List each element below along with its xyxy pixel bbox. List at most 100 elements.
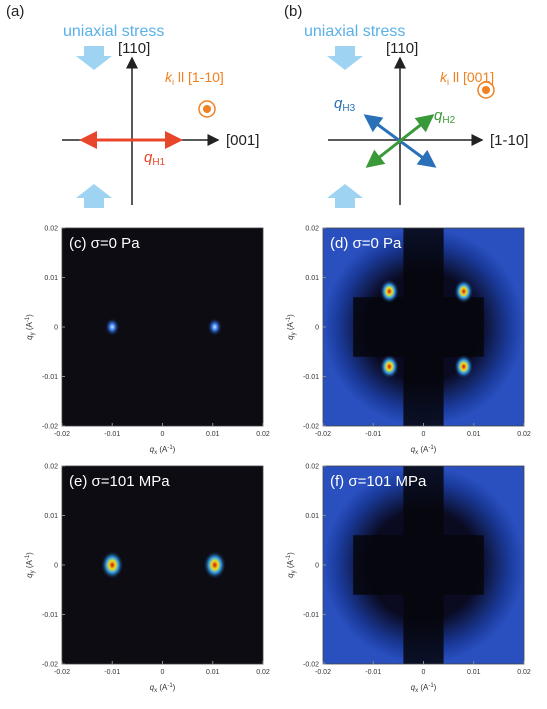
x-tick-label: -0.01 <box>104 431 120 438</box>
y-tick-label: 0.02 <box>44 226 58 233</box>
x-tick-label: 0.02 <box>256 669 270 676</box>
x-tick-label: -0.01 <box>365 669 381 676</box>
panel-label: (a) <box>6 3 24 20</box>
y-tick-label: -0.02 <box>303 424 319 431</box>
out-of-plane-symbol <box>203 105 211 113</box>
y-tick-label: -0.01 <box>42 612 58 619</box>
x-tick-label: -0.02 <box>315 669 331 676</box>
y-tick-label: 0 <box>54 325 58 332</box>
y-axis-label: qy (A-1) <box>286 552 297 578</box>
y-tick-label: 0.02 <box>305 226 319 233</box>
stress-arrow <box>76 46 112 70</box>
axis-label: [001] <box>226 132 259 149</box>
map-label: (d) σ=0 Pa <box>330 235 402 252</box>
x-axis-label: qx (A-1) <box>150 683 176 694</box>
y-tick-label: -0.01 <box>42 374 58 381</box>
intensity-map: (d) σ=0 Pa -0.02 -0.01 0 0.01 0.02 0.02 0.01 0 -0… <box>286 226 531 457</box>
axis-label: [110] <box>386 40 418 57</box>
k-label: ki ll [001] <box>440 69 494 87</box>
y-tick-label: 0.02 <box>305 464 319 471</box>
x-tick-label: -0.01 <box>365 431 381 438</box>
unit-close: ) <box>25 314 34 317</box>
unit-close: ) <box>173 445 176 454</box>
y-tick-label: -0.02 <box>42 424 58 431</box>
q-label: qH3 <box>334 95 356 114</box>
y-tick-label: 0.01 <box>44 513 58 520</box>
x-tick-label: 0.01 <box>467 669 481 676</box>
unit-close: ) <box>173 683 176 692</box>
y-tick-label: 0 <box>315 325 319 332</box>
k-label: ki ll [1-10] <box>165 69 224 87</box>
q-sub: H1 <box>152 157 165 168</box>
diagram-b: (b) uniaxial stress [110] [1-10] qH3 qH2… <box>284 3 528 208</box>
y-tick-label: 0.02 <box>44 464 58 471</box>
map-label: (e) σ=101 MPa <box>69 473 170 490</box>
x-tick-label: 0.01 <box>206 431 220 438</box>
stress-arrow <box>327 46 363 70</box>
x-axis-label: qx (A-1) <box>411 445 437 456</box>
unit-close: ) <box>434 445 437 454</box>
y-tick-label: -0.02 <box>303 662 319 669</box>
intensity-map: (c) σ=0 Pa -0.02 -0.01 0 0.01 0.02 0.02 0.01 0 -0… <box>25 226 270 457</box>
figure: (a) uniaxial stress [110] [001] qH1 ki l… <box>0 0 547 704</box>
intensity-spot <box>204 551 226 579</box>
x-tick-label: 0.01 <box>467 431 481 438</box>
x-tick-label: 0.02 <box>517 669 531 676</box>
unit-close: ) <box>286 314 295 317</box>
axis-label: [1-10] <box>490 132 528 149</box>
stress-arrow <box>327 184 363 208</box>
intensity-map: (f) σ=101 MPa -0.02 -0.01 0 0.01 0.02 0.02 0.01… <box>286 464 531 695</box>
intensity-spot <box>208 318 222 336</box>
x-tick-label: 0 <box>161 431 165 438</box>
q-sub: H2 <box>442 115 455 126</box>
x-tick-label: -0.01 <box>104 669 120 676</box>
unit-close: ) <box>286 552 295 555</box>
y-tick-label: 0.01 <box>305 275 319 282</box>
stress-label: uniaxial stress <box>63 23 164 40</box>
y-tick-label: 0 <box>54 563 58 570</box>
map-background <box>62 466 263 664</box>
intensity-spot <box>105 318 119 336</box>
y-tick-label: -0.02 <box>42 662 58 669</box>
y-axis-label: qy (A-1) <box>286 314 297 340</box>
intensity-spot <box>101 551 123 579</box>
x-tick-label: -0.02 <box>315 431 331 438</box>
intensity-spot <box>454 279 473 303</box>
y-tick-label: 0.01 <box>305 513 319 520</box>
k-dir: ll [1-10] <box>174 69 224 85</box>
x-tick-label: 0.01 <box>206 669 220 676</box>
unit-close: ) <box>434 683 437 692</box>
q-label: qH1 <box>144 149 166 168</box>
axis-label: [110] <box>118 40 150 57</box>
x-tick-label: 0.02 <box>256 431 270 438</box>
y-axis-label: qy (A-1) <box>25 552 36 578</box>
y-tick-label: -0.01 <box>303 374 319 381</box>
y-axis-label: qy (A-1) <box>25 314 36 340</box>
x-axis-label: qx (A-1) <box>411 683 437 694</box>
intensity-spot <box>380 279 399 303</box>
intensity-map: (e) σ=101 MPa -0.02 -0.01 0 0.01 0.02 0.02 0.01… <box>25 464 270 695</box>
unit-close: ) <box>25 552 34 555</box>
intensity-spot <box>380 355 399 379</box>
q-label: qH2 <box>434 107 456 126</box>
x-tick-label: -0.02 <box>54 669 70 676</box>
y-tick-label: -0.01 <box>303 612 319 619</box>
x-tick-label: 0.02 <box>517 431 531 438</box>
y-tick-label: 0.01 <box>44 275 58 282</box>
x-axis-label: qx (A-1) <box>150 445 176 456</box>
y-tick-label: 0 <box>315 563 319 570</box>
x-tick-label: 0 <box>422 431 426 438</box>
stress-label: uniaxial stress <box>304 23 405 40</box>
x-tick-label: 0 <box>161 669 165 676</box>
panel-label: (b) <box>284 3 302 20</box>
map-label: (f) σ=101 MPa <box>330 473 427 490</box>
x-tick-label: -0.02 <box>54 431 70 438</box>
intensity-spot <box>454 355 473 379</box>
map-background <box>62 228 263 426</box>
x-tick-label: 0 <box>422 669 426 676</box>
diagram-a: (a) uniaxial stress [110] [001] qH1 ki l… <box>6 3 259 208</box>
stress-arrow <box>76 184 112 208</box>
out-of-plane-symbol <box>482 86 490 94</box>
q-sub: H3 <box>342 103 355 114</box>
map-label: (c) σ=0 Pa <box>69 235 140 252</box>
